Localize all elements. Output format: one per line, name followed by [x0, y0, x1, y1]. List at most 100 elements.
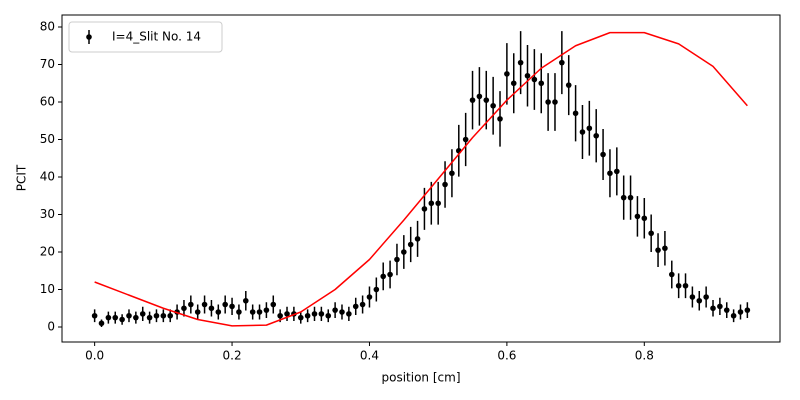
- x-axis-label: position [cm]: [382, 371, 461, 385]
- x-tick-label: 0.0: [85, 349, 104, 363]
- data-point: [119, 316, 125, 323]
- x-tick-label: 0.4: [360, 349, 379, 363]
- data-point: [359, 301, 366, 308]
- data-point: [194, 309, 201, 315]
- data-point: [188, 301, 194, 308]
- data-point: [717, 303, 723, 310]
- data-point: [215, 309, 222, 315]
- data-point: [579, 129, 586, 135]
- data-point: [325, 312, 332, 319]
- data-point: [449, 170, 455, 177]
- data-point: [277, 312, 283, 319]
- data-point: [407, 241, 414, 248]
- y-tick-label: 30: [40, 207, 55, 221]
- data-point: [620, 194, 627, 201]
- data-point: [284, 311, 290, 317]
- data-point: [318, 311, 325, 317]
- data-point: [346, 311, 352, 317]
- data-point: [627, 194, 634, 201]
- data-point: [153, 312, 160, 319]
- data-point: [222, 301, 228, 308]
- x-tick-label: 0.2: [223, 349, 242, 363]
- data-point: [593, 132, 600, 139]
- data-point: [304, 312, 311, 319]
- y-tick-label: 70: [40, 57, 55, 71]
- data-point: [414, 236, 421, 242]
- data-point: [332, 307, 338, 313]
- data-point: [524, 72, 531, 79]
- data-point: [662, 245, 668, 252]
- data-point: [98, 320, 105, 327]
- data-point: [428, 200, 435, 207]
- data-point: [167, 312, 174, 319]
- data-point: [401, 249, 407, 255]
- data-point: [229, 303, 235, 310]
- plot-area: [91, 31, 751, 327]
- data-point: [263, 307, 270, 313]
- data-point: [394, 256, 400, 263]
- data-point: [442, 181, 448, 188]
- data-point: [600, 151, 606, 158]
- data-point: [112, 314, 119, 321]
- data-point: [236, 309, 242, 315]
- data-point: [126, 312, 132, 319]
- legend-label: I=4_Slit No. 14: [112, 30, 201, 44]
- data-point: [490, 102, 496, 109]
- data-point: [737, 309, 744, 315]
- data-point: [311, 311, 318, 317]
- data-point: [641, 215, 648, 222]
- data-point: [373, 286, 380, 293]
- fit-line: [94, 31, 748, 327]
- data-point: [146, 314, 153, 321]
- data-point: [586, 125, 593, 132]
- x-tick-label: 0.8: [635, 349, 654, 363]
- x-tick-label: 0.6: [497, 349, 516, 363]
- data-point: [160, 312, 167, 319]
- data-point: [201, 301, 208, 308]
- data-point: [648, 230, 654, 237]
- y-tick-label: 60: [40, 95, 55, 109]
- data-point: [421, 206, 428, 212]
- data-point: [469, 97, 476, 103]
- data-point: [744, 307, 751, 313]
- data-point: [208, 305, 215, 312]
- data-point: [572, 110, 579, 117]
- data-point: [242, 297, 249, 304]
- data-point: [462, 136, 469, 143]
- data-point: [531, 76, 538, 83]
- data-point: [483, 97, 490, 103]
- data-point: [91, 312, 98, 319]
- data-point: [249, 309, 256, 315]
- data-point: [682, 282, 689, 289]
- plot-frame: [61, 14, 781, 343]
- data-point: [730, 312, 737, 319]
- data-point: [297, 314, 304, 321]
- data-point: [655, 247, 661, 253]
- data-point: [352, 303, 359, 310]
- data-point: [105, 314, 112, 321]
- data-point: [703, 294, 709, 300]
- data-point: [710, 305, 716, 312]
- y-tick-label: 40: [40, 170, 55, 184]
- data-point: [139, 311, 146, 317]
- data-point: [133, 314, 139, 321]
- data-point: [675, 282, 682, 289]
- data-point: [517, 59, 524, 66]
- data-point: [552, 99, 558, 105]
- data-point: [476, 93, 483, 100]
- y-tick-label: 80: [40, 20, 55, 34]
- legend-box: [68, 21, 223, 53]
- data-point: [339, 309, 345, 315]
- data-point: [565, 82, 572, 88]
- data-point: [689, 294, 696, 300]
- data-point: [634, 213, 641, 220]
- data-point: [723, 307, 730, 313]
- data-point: [538, 80, 545, 87]
- data-point: [270, 301, 277, 308]
- y-tick-label: 10: [40, 282, 55, 296]
- data-point: [435, 200, 441, 207]
- data-point: [256, 309, 263, 315]
- data-point: [559, 59, 565, 66]
